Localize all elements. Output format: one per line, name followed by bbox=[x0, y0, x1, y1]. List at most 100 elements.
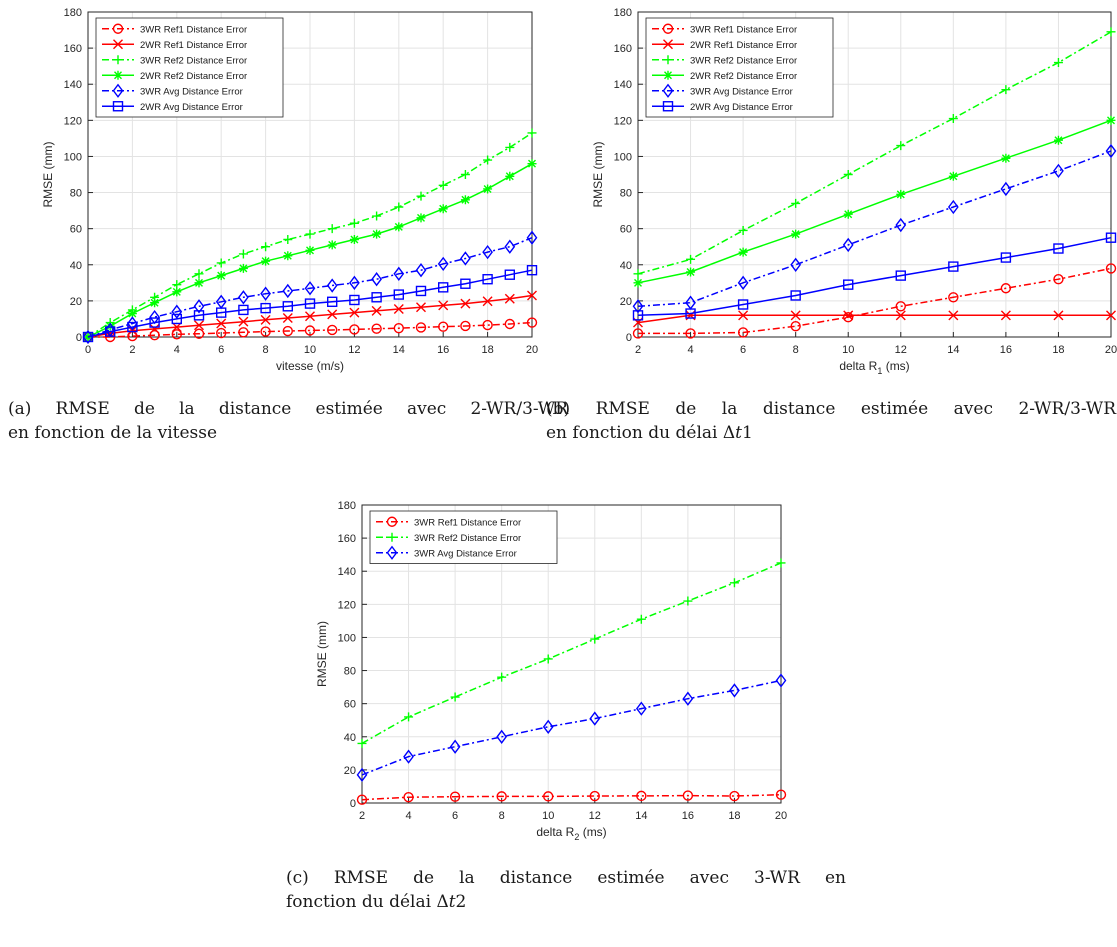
data-point bbox=[527, 159, 537, 169]
legend-swatch-marker bbox=[113, 70, 123, 80]
y-tick-label: 100 bbox=[614, 151, 632, 163]
data-point bbox=[283, 251, 293, 261]
data-point bbox=[460, 195, 470, 205]
data-point bbox=[1105, 232, 1117, 243]
legend-entry-label: 3WR Avg Distance Error bbox=[690, 86, 793, 97]
data-point bbox=[238, 290, 249, 305]
x-tick-label: 6 bbox=[452, 810, 458, 822]
x-tick-label: 20 bbox=[526, 344, 538, 356]
y-tick-label: 60 bbox=[344, 699, 356, 711]
caption-c-line1: (c) RMSE de la distance estimée avec 3-W… bbox=[286, 868, 846, 888]
data-point bbox=[682, 790, 694, 801]
data-point bbox=[305, 311, 315, 322]
data-point bbox=[149, 317, 160, 328]
data-point bbox=[127, 321, 138, 333]
data-point bbox=[843, 311, 854, 323]
data-point bbox=[482, 296, 493, 307]
data-point bbox=[729, 790, 740, 802]
y-tick-label: 120 bbox=[64, 115, 82, 127]
data-point bbox=[193, 310, 205, 321]
y-tick-label: 120 bbox=[614, 115, 632, 127]
data-point bbox=[1105, 263, 1117, 274]
data-point bbox=[261, 256, 271, 266]
data-point bbox=[438, 180, 448, 190]
x-axis-label-text: vitesse (m/s) bbox=[276, 359, 344, 373]
data-point bbox=[349, 294, 360, 306]
data-point bbox=[737, 299, 749, 310]
y-tick-label: 40 bbox=[70, 260, 82, 272]
caption-c: (c) RMSE de la distance estimée avec 3-W… bbox=[286, 866, 846, 914]
data-point bbox=[590, 634, 600, 644]
legend-swatch-marker bbox=[662, 23, 674, 34]
legend-entry-label: 2WR Ref2 Distance Error bbox=[690, 71, 797, 82]
data-point bbox=[260, 326, 271, 337]
data-point bbox=[171, 313, 183, 325]
data-point bbox=[636, 614, 646, 624]
data-point bbox=[496, 729, 508, 744]
data-point bbox=[737, 275, 749, 290]
data-point bbox=[327, 309, 338, 320]
x-axis-label-text: delta R bbox=[536, 825, 574, 839]
data-point bbox=[895, 270, 906, 281]
series-2wr-ref1-distance-error bbox=[83, 290, 537, 342]
data-point bbox=[404, 712, 414, 722]
y-tick-label: 40 bbox=[344, 732, 356, 744]
data-point bbox=[193, 328, 205, 339]
series-3wr-ref1-distance-error bbox=[82, 317, 538, 343]
x-tick-label: 4 bbox=[405, 810, 411, 822]
data-point bbox=[791, 229, 801, 239]
x-tick-label: 16 bbox=[682, 810, 694, 822]
data-point bbox=[896, 189, 906, 199]
data-point bbox=[282, 301, 293, 312]
x-tick-label: 8 bbox=[793, 344, 799, 356]
legend-swatch-marker bbox=[663, 39, 673, 50]
series-line bbox=[87, 237, 533, 338]
series-2wr-avg-distance-error bbox=[82, 264, 538, 343]
data-point bbox=[775, 673, 787, 688]
data-point bbox=[371, 292, 382, 303]
data-point bbox=[686, 267, 696, 277]
data-point bbox=[403, 792, 414, 803]
data-point bbox=[449, 739, 461, 754]
axes-box bbox=[361, 504, 782, 804]
y-tick-label: 100 bbox=[64, 151, 82, 163]
y-tick-label: 160 bbox=[614, 43, 632, 55]
data-point bbox=[527, 290, 537, 301]
data-point bbox=[775, 789, 787, 800]
x-axis-label: delta R1 (ms) bbox=[839, 359, 909, 376]
series-line bbox=[637, 236, 1112, 317]
data-point bbox=[438, 282, 449, 293]
data-point bbox=[504, 269, 515, 280]
data-point bbox=[948, 114, 958, 124]
data-point bbox=[1106, 310, 1116, 321]
data-point bbox=[127, 309, 137, 319]
data-point bbox=[482, 274, 493, 285]
caption-b-line2: en fonction du délai Δ𝑡1 bbox=[546, 423, 753, 443]
x-tick-label: 2 bbox=[129, 344, 135, 356]
data-point bbox=[1000, 181, 1012, 197]
x-axis-label-subscript: 1 bbox=[877, 366, 882, 376]
legend-swatch-marker bbox=[113, 39, 123, 50]
chart-c-svg: 2 4 6 8 10 12 14 16 18 20 0 20 40 60 80 100 120 140 160 180… bbox=[315, 500, 787, 842]
x-tick-label: 12 bbox=[348, 344, 360, 356]
legend-swatch-marker bbox=[663, 70, 673, 80]
series-line bbox=[637, 119, 1112, 284]
caption-c-line2: fonction du délai Δ𝑡2 bbox=[286, 892, 467, 912]
data-point bbox=[791, 198, 801, 208]
x-tick-label: 12 bbox=[895, 344, 907, 356]
data-point bbox=[948, 171, 958, 181]
legend-swatch-marker bbox=[113, 55, 123, 65]
data-point bbox=[282, 325, 293, 337]
y-tick-label: 20 bbox=[344, 765, 356, 777]
x-tick-label: 8 bbox=[263, 344, 269, 356]
data-point bbox=[947, 199, 959, 215]
legend-swatch-marker bbox=[386, 516, 398, 527]
y-tick-label: 180 bbox=[64, 7, 82, 19]
data-point bbox=[542, 719, 554, 735]
data-point bbox=[238, 316, 249, 327]
x-axis-label-subscript: 2 bbox=[574, 832, 579, 842]
data-point bbox=[543, 791, 554, 802]
series-2wr-avg-distance-error bbox=[632, 232, 1117, 321]
x-tick-label: 10 bbox=[304, 344, 316, 356]
data-point bbox=[304, 281, 316, 296]
